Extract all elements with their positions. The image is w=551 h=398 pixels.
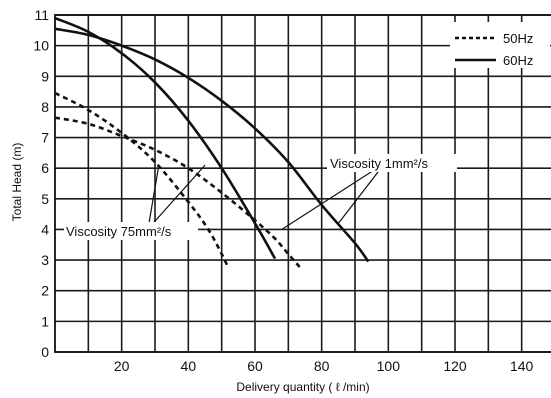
y-tick-label: 2 bbox=[41, 283, 49, 299]
y-tick-labels: 0 1 2 3 4 5 6 7 8 9 10 11 bbox=[33, 7, 49, 360]
series-line-50hz-0 bbox=[55, 91, 230, 269]
x-tick-label: 140 bbox=[510, 358, 534, 374]
series-line-60hz-3 bbox=[55, 27, 370, 263]
series-layer bbox=[55, 16, 370, 271]
series-line-50hz-1 bbox=[55, 116, 303, 271]
annotation-background-1mm bbox=[327, 154, 457, 172]
x-tick-label: 100 bbox=[377, 358, 401, 374]
annotation-leader-line bbox=[337, 162, 386, 224]
x-tick-label: 20 bbox=[114, 358, 130, 374]
legend-label-60hz: 60Hz bbox=[503, 53, 533, 68]
y-tick-label: 9 bbox=[41, 68, 49, 84]
y-tick-label: 8 bbox=[41, 99, 49, 115]
plot-frame bbox=[54, 14, 551, 353]
x-tick-label: 120 bbox=[443, 358, 467, 374]
annotation-background-75mm bbox=[64, 222, 198, 240]
y-tick-label: 7 bbox=[41, 130, 49, 146]
y-tick-label: 0 bbox=[41, 344, 49, 360]
y-axis-label: Total Head (m) bbox=[10, 143, 24, 222]
y-tick-label: 6 bbox=[41, 160, 49, 176]
y-tick-label: 3 bbox=[41, 252, 49, 268]
legend-label-50hz: 50Hz bbox=[503, 31, 533, 46]
series-line-60hz-2 bbox=[55, 16, 277, 260]
y-tick-label: 10 bbox=[33, 38, 49, 54]
annotation-leaders bbox=[147, 162, 386, 230]
annotation-viscosity-75mm: Viscosity 75mm²/s bbox=[66, 224, 172, 239]
x-tick-label: 80 bbox=[314, 358, 330, 374]
y-tick-label: 4 bbox=[41, 221, 49, 237]
legend: 50Hz 60Hz bbox=[450, 22, 550, 68]
x-tick-label: 40 bbox=[181, 358, 197, 374]
x-tick-labels: 20 40 60 80 100 120 140 bbox=[114, 358, 534, 374]
y-tick-label: 1 bbox=[41, 313, 49, 329]
x-axis-label: Delivery quantity ( ℓ /min) bbox=[236, 380, 369, 394]
annotation-leader-line bbox=[281, 162, 386, 230]
y-tick-label: 11 bbox=[34, 7, 49, 23]
x-tick-label: 60 bbox=[247, 358, 263, 374]
annotation-leader-line bbox=[147, 164, 206, 230]
annotation-leader-line bbox=[147, 168, 159, 230]
y-tick-label: 5 bbox=[41, 191, 49, 207]
annotation-viscosity-1mm: Viscosity 1mm²/s bbox=[330, 156, 428, 171]
